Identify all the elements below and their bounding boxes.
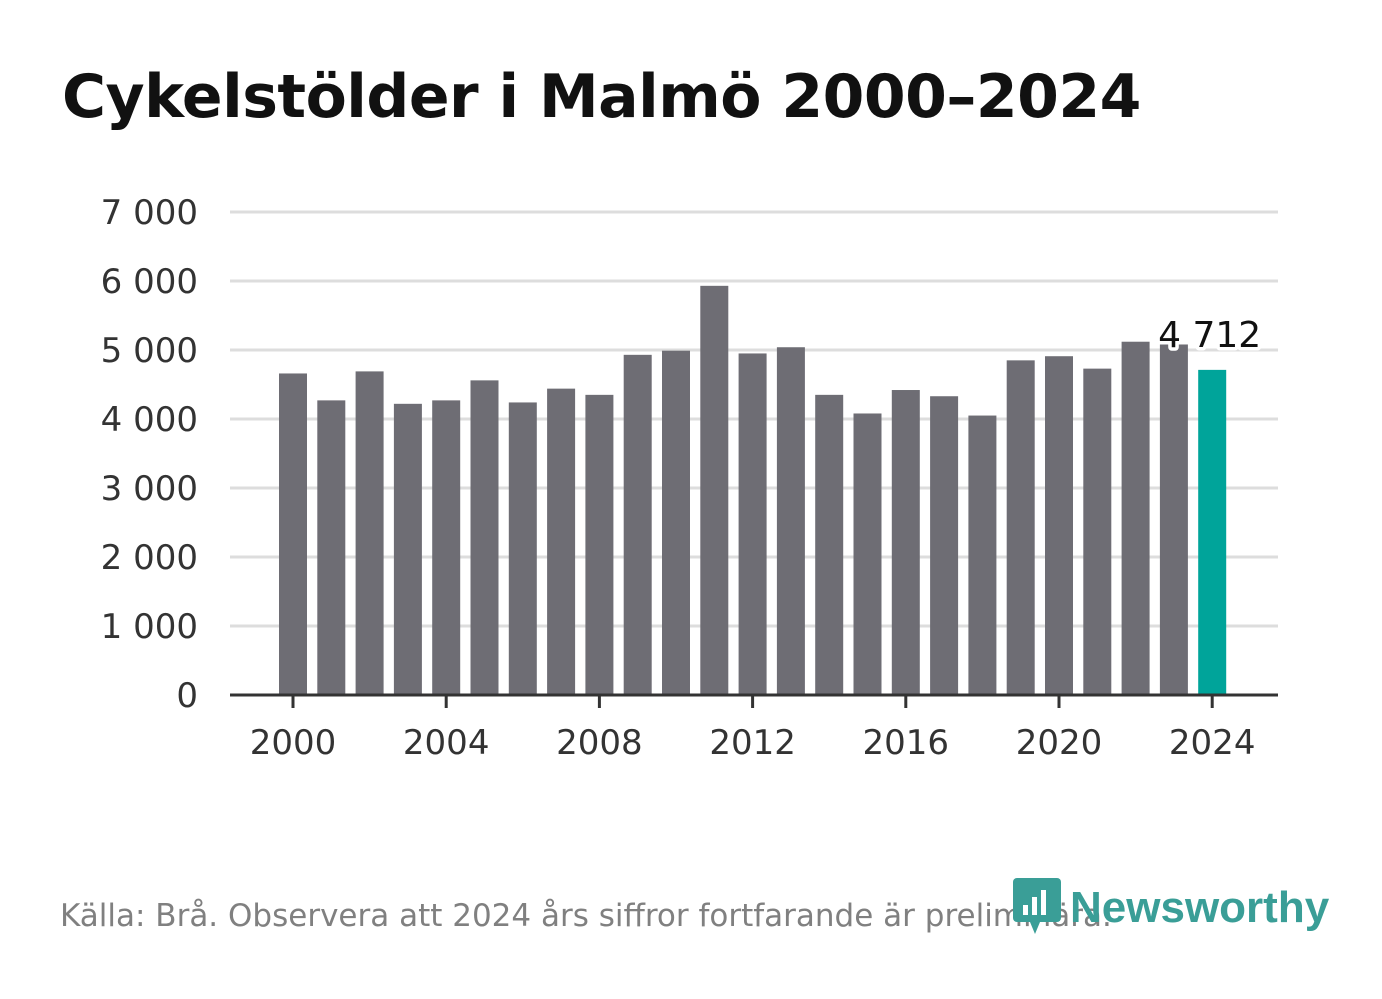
bar — [930, 396, 959, 695]
bar — [623, 354, 652, 695]
bar — [508, 402, 537, 695]
newsworthy-logo-text: Newsworthy — [1070, 883, 1330, 932]
bar-chart: 0 1 000 2 000 3 000 4 000 5 000 6 000 7 000 200… — [101, 193, 1278, 763]
bar — [585, 394, 614, 695]
bar — [547, 388, 576, 695]
bar — [1121, 341, 1150, 695]
y-axis-tick-labels: 0 1 000 2 000 3 000 4 000 5 000 6 000 7 000 — [101, 193, 198, 716]
bar — [355, 371, 384, 695]
y-tick-label: 4 000 — [101, 400, 198, 440]
x-tick-label: 2000 — [250, 723, 337, 763]
bar — [432, 400, 461, 695]
bar — [1159, 344, 1188, 695]
bar — [776, 347, 805, 695]
bar — [279, 373, 307, 695]
bar — [1083, 368, 1112, 695]
x-tick-label: 2020 — [1016, 723, 1103, 763]
x-axis-tick-labels: 2000 2004 2008 2012 2016 2020 2024 — [250, 723, 1256, 763]
source-note: Källa: Brå. Observera att 2024 års siffr… — [60, 898, 1112, 934]
bar — [470, 380, 499, 695]
x-axis — [230, 693, 1278, 708]
y-tick-label: 1 000 — [101, 607, 198, 647]
x-tick-label: 2016 — [863, 723, 950, 763]
x-tick-label: 2008 — [556, 723, 643, 763]
y-tick-label: 0 — [176, 676, 198, 716]
x-tick-label: 2012 — [709, 723, 796, 763]
bar — [1006, 360, 1035, 695]
bar-highlighted — [1198, 369, 1227, 695]
bar — [853, 413, 882, 695]
bar — [393, 403, 422, 695]
x-tick-label: 2024 — [1169, 723, 1256, 763]
highlight-value-label: 4 712 — [1158, 315, 1261, 356]
y-tick-label: 7 000 — [101, 193, 198, 233]
bar — [738, 353, 767, 695]
newsworthy-logo: Newsworthy — [1012, 877, 1330, 939]
bar — [1045, 356, 1073, 695]
bar — [662, 350, 690, 695]
bar — [700, 285, 729, 695]
bar — [815, 394, 844, 695]
bar — [891, 390, 920, 695]
x-tick-label: 2004 — [403, 723, 490, 763]
y-tick-label: 6 000 — [101, 262, 198, 302]
newsworthy-logo-icon — [1012, 877, 1062, 939]
y-tick-label: 2 000 — [101, 538, 198, 578]
bar — [317, 400, 346, 695]
bar — [968, 415, 997, 695]
data-label-group: 4 712 — [1155, 311, 1265, 359]
y-tick-label: 5 000 — [101, 331, 198, 371]
bars — [279, 285, 1227, 695]
y-tick-label: 3 000 — [101, 469, 198, 509]
chart-title: Cykelstölder i Malmö 2000–2024 — [62, 62, 1141, 132]
